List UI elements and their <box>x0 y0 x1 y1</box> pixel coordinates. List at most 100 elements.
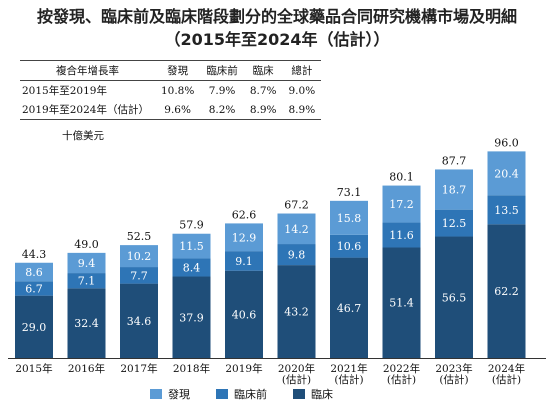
cagr-cell: 7.9% <box>208 84 236 97</box>
unit-label: 十億美元 <box>62 130 104 142</box>
legend-swatch-preclinical <box>216 389 228 399</box>
bar-value-label: 11.6 <box>389 229 414 242</box>
bar-total-label: 67.2 <box>284 199 309 212</box>
bar-value-label: 43.2 <box>284 306 309 319</box>
bar-segment <box>15 262 53 282</box>
cagr-header-total: 總計 <box>291 65 313 77</box>
bar-value-label: 46.7 <box>337 302 362 315</box>
bar-value-label: 62.2 <box>494 285 519 298</box>
bar-segment <box>487 151 526 196</box>
x-tick-label: (估計) <box>439 373 468 386</box>
cagr-header-row: 複合年增長率 發現 臨床前 臨床 總計 <box>20 60 322 81</box>
legend-label-discovery: 發現 <box>168 388 190 401</box>
x-tick-label: 2017年 <box>120 362 157 375</box>
bar-value-label: 34.6 <box>127 315 152 328</box>
cagr-cell: 8.9% <box>249 103 277 116</box>
bar-value-label: 10.2 <box>127 250 152 263</box>
bar-segment <box>172 276 211 358</box>
bar-total-label: 62.6 <box>232 208 257 221</box>
bar-value-label: 12.5 <box>442 217 467 230</box>
bar-segment <box>225 270 263 358</box>
bar-value-label: 14.2 <box>284 223 309 236</box>
x-tick-label: 2019年 <box>225 362 262 375</box>
bar-segment <box>172 233 211 259</box>
bar-segment <box>487 195 526 225</box>
bar-segment <box>487 224 526 358</box>
cagr-cell: 10.8% <box>160 84 195 97</box>
cagr-table: 複合年增長率 發現 臨床前 臨床 總計 2015年至2019年 10.8% 7.… <box>20 60 322 120</box>
bar-segment <box>120 267 158 284</box>
bar-segment <box>330 257 368 358</box>
cagr-header-label: 複合年增長率 <box>55 65 119 77</box>
bar-value-label: 15.8 <box>337 212 362 225</box>
x-tick-label: 2024年 <box>488 362 525 375</box>
bar-segment <box>120 283 158 358</box>
bar-value-label: 12.9 <box>232 231 257 244</box>
x-tick-label: 2016年 <box>68 362 105 375</box>
legend-swatch-clinical <box>293 389 305 399</box>
bar-segment <box>435 236 473 358</box>
bar-value-label: 40.6 <box>232 308 257 321</box>
bar-total-label: 87.7 <box>442 154 467 167</box>
bar-segment <box>382 247 421 358</box>
legend-item-preclinical: 臨床前 <box>216 386 267 402</box>
cagr-cell: 9.6% <box>164 103 191 116</box>
bar-total-label: 49.0 <box>74 238 99 251</box>
bar-value-label: 10.6 <box>337 240 362 253</box>
cagr-cell: 9.0% <box>288 84 316 97</box>
bar-value-label: 8.4 <box>183 261 201 274</box>
bar-segment <box>277 244 316 266</box>
cagr-cell: 8.7% <box>249 84 277 97</box>
bar-value-label: 9.8 <box>288 249 306 262</box>
bar-value-label: 18.7 <box>442 184 467 197</box>
cagr-header-preclinical: 臨床前 <box>206 65 238 77</box>
bar-segment <box>277 265 316 358</box>
x-tick-label: 2022年 <box>383 362 420 375</box>
bar-segment <box>67 288 106 358</box>
x-tick-label: (估計) <box>492 373 521 386</box>
x-tick-label: 2021年 <box>330 362 367 375</box>
legend-label-clinical: 臨床 <box>311 388 333 401</box>
bar-segment <box>277 213 316 245</box>
bar-segment <box>330 200 368 235</box>
bar-value-label: 9.4 <box>78 257 96 270</box>
legend: 發現 臨床前 臨床 <box>150 386 333 402</box>
cagr-header-clinical: 臨床 <box>252 65 274 77</box>
x-tick-label: (估計) <box>387 373 416 386</box>
bar-value-label: 7.7 <box>130 269 148 282</box>
bar-value-label: 8.6 <box>25 266 43 279</box>
chart-subtitle: （2015年至2024年（估計）） <box>164 30 390 49</box>
bar-segment <box>382 185 421 223</box>
bar-value-label: 17.2 <box>389 198 414 211</box>
bar-segment <box>172 258 211 277</box>
bar-value-label: 7.1 <box>78 275 96 288</box>
bar-segment <box>225 251 263 271</box>
x-tick-label: (估計) <box>282 373 311 386</box>
legend-swatch-discovery <box>150 389 162 399</box>
bar-segment <box>120 245 158 268</box>
bar-value-label: 32.4 <box>74 317 99 330</box>
cagr-cell: 8.9% <box>288 103 316 116</box>
cagr-header-discovery: 發現 <box>167 65 189 77</box>
bar-value-label: 9.1 <box>235 255 253 268</box>
bar-value-label: 29.0 <box>22 321 47 334</box>
cagr-period: 2019年至2024年（估計） <box>22 104 149 116</box>
bar-value-label: 13.5 <box>494 204 519 217</box>
bar-segment <box>15 295 53 358</box>
bar-segment <box>382 222 421 248</box>
bar-segment <box>225 223 263 252</box>
bar-value-label: 11.5 <box>179 240 204 253</box>
legend-item-discovery: 發現 <box>150 386 190 402</box>
bar-value-label: 6.7 <box>25 282 43 295</box>
legend-label-preclinical: 臨床前 <box>234 388 267 401</box>
bar-value-label: 37.9 <box>179 311 204 324</box>
table-row: 2019年至2024年（估計） 9.6% 8.2% 8.9% 8.9% <box>20 100 322 120</box>
bar-segment <box>435 169 473 210</box>
bar-total-label: 44.3 <box>22 248 47 261</box>
bar-total-label: 57.9 <box>179 219 204 232</box>
bar-total-label: 73.1 <box>337 186 362 199</box>
legend-item-clinical: 臨床 <box>293 386 333 402</box>
chart-title: 按發現、臨床前及臨床階段劃分的全球藥品合同研究機構市場及明細 <box>36 7 517 26</box>
table-row: 2015年至2019年 10.8% 7.9% 8.7% 9.0% <box>20 81 321 101</box>
bar-segment <box>67 273 106 289</box>
